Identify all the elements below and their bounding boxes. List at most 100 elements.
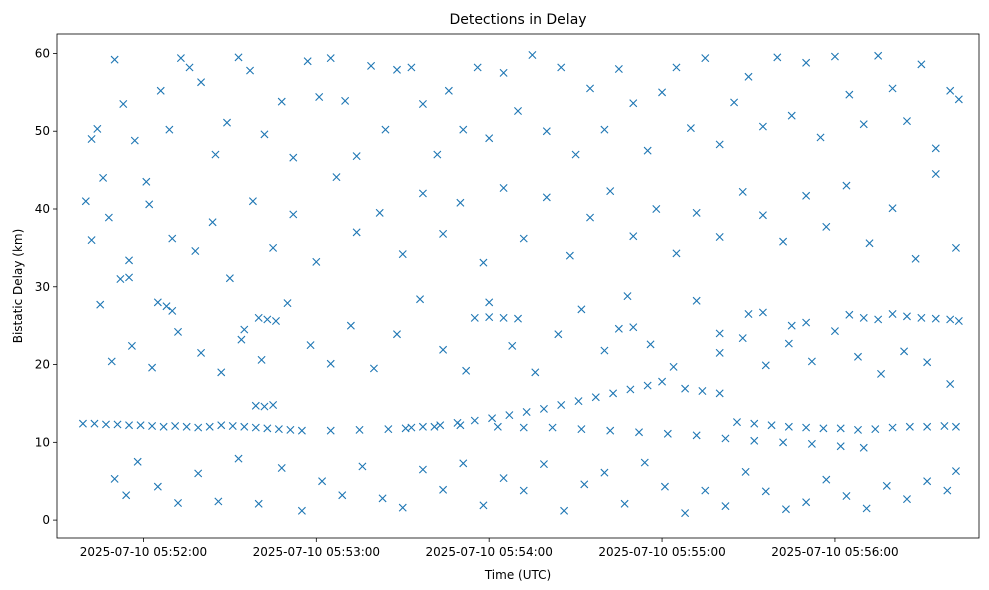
y-tick-label: 40 xyxy=(35,202,50,216)
scatter-point xyxy=(954,317,963,325)
scatter-point xyxy=(326,426,335,435)
scatter-point xyxy=(125,256,134,265)
scatter-point xyxy=(614,324,623,333)
scatter-point xyxy=(277,97,286,106)
scatter-point xyxy=(168,234,177,243)
scatter-point xyxy=(629,323,638,332)
scatter-point xyxy=(629,232,638,241)
scatter-point xyxy=(439,229,448,238)
scatter-point xyxy=(730,98,739,107)
scatter-point xyxy=(692,208,701,217)
scatter-point xyxy=(439,485,448,494)
scatter-point xyxy=(352,152,361,161)
y-axis: 0 10 20 30 40 50 60 xyxy=(35,46,57,527)
scatter-point xyxy=(459,459,468,468)
scatter-point xyxy=(122,491,131,500)
scatter-point xyxy=(514,107,522,115)
scatter-point xyxy=(505,411,514,420)
scatter-point xyxy=(600,125,609,134)
scatter-point xyxy=(539,404,548,413)
scatter-point xyxy=(269,243,278,252)
scatter-point xyxy=(418,465,427,474)
scatter-point xyxy=(283,299,292,308)
scatter-point xyxy=(251,423,260,432)
scatter-point xyxy=(802,191,811,200)
scatter-point xyxy=(289,210,298,219)
scatter-point xyxy=(614,65,623,73)
scatter-point xyxy=(577,425,586,434)
scatter-point xyxy=(119,100,128,108)
scatter-point xyxy=(871,425,880,434)
scatter-point xyxy=(874,51,883,60)
scatter-point xyxy=(234,53,243,62)
scatter-point xyxy=(470,313,479,322)
scatter-point xyxy=(197,78,206,87)
scatter-point xyxy=(133,457,142,466)
scatter-point xyxy=(228,422,237,430)
scatter-point xyxy=(830,52,839,61)
y-tick-label: 30 xyxy=(35,280,50,294)
scatter-point xyxy=(260,402,269,411)
scatter-point xyxy=(862,504,871,513)
scatter-point xyxy=(842,181,851,190)
scatter-point xyxy=(539,460,548,469)
scatter-point xyxy=(802,423,811,432)
scatter-point xyxy=(640,458,649,467)
scatter-point xyxy=(260,130,269,139)
scatter-point xyxy=(485,134,494,143)
scatter-point xyxy=(692,296,701,305)
scatter-point xyxy=(217,421,226,430)
x-tick-label: 2025-07-10 05:54:00 xyxy=(425,545,552,559)
scatter-point xyxy=(456,198,465,207)
scatter-point xyxy=(574,397,583,406)
scatter-point xyxy=(951,467,960,476)
scatter-point xyxy=(845,310,854,319)
scatter-point xyxy=(951,243,960,252)
scatter-point xyxy=(600,468,609,477)
scatter-point xyxy=(274,425,283,434)
scatter-point xyxy=(672,249,681,258)
scatter-point xyxy=(600,346,609,355)
scatter-point xyxy=(560,506,569,515)
scatter-point xyxy=(681,384,690,393)
scatter-point xyxy=(954,95,963,104)
scatter-point xyxy=(557,63,566,72)
scatter-point xyxy=(744,310,753,318)
scatter-point xyxy=(692,431,701,440)
scatter-point xyxy=(923,422,932,431)
scatter-points xyxy=(78,51,963,518)
scatter-point xyxy=(580,480,589,489)
scatter-point xyxy=(842,492,851,500)
scatter-point xyxy=(701,54,710,63)
scatter-point xyxy=(744,72,753,81)
scatter-point xyxy=(911,254,920,263)
scatter-point xyxy=(407,423,416,432)
scatter-point xyxy=(194,469,203,478)
scatter-point xyxy=(499,68,508,77)
scatter-point xyxy=(548,423,557,432)
y-axis-label: Bistatic Delay (km) xyxy=(11,229,25,344)
x-axis: 2025-07-10 05:52:00 2025-07-10 05:53:00 20… xyxy=(80,538,899,559)
scatter-point xyxy=(277,464,286,472)
scatter-point xyxy=(168,306,177,315)
scatter-point xyxy=(767,421,776,430)
scatter-point xyxy=(488,414,497,423)
scatter-point xyxy=(758,211,767,220)
scatter-point xyxy=(609,389,618,398)
scatter-point xyxy=(153,298,162,307)
scatter-point xyxy=(888,310,897,318)
scatter-point xyxy=(732,418,741,427)
scatter-point xyxy=(586,213,595,222)
scatter-point xyxy=(332,173,341,182)
scatter-point xyxy=(269,401,278,409)
scatter-point xyxy=(626,385,635,394)
scatter-point xyxy=(418,100,427,108)
scatter-point xyxy=(635,428,644,437)
scatter-point xyxy=(836,442,845,451)
scatter-point xyxy=(519,486,528,495)
scatter-point xyxy=(758,308,767,317)
scatter-point xyxy=(297,506,306,515)
scatter-point xyxy=(951,422,960,431)
scatter-point xyxy=(251,401,260,410)
scatter-point xyxy=(620,499,629,508)
